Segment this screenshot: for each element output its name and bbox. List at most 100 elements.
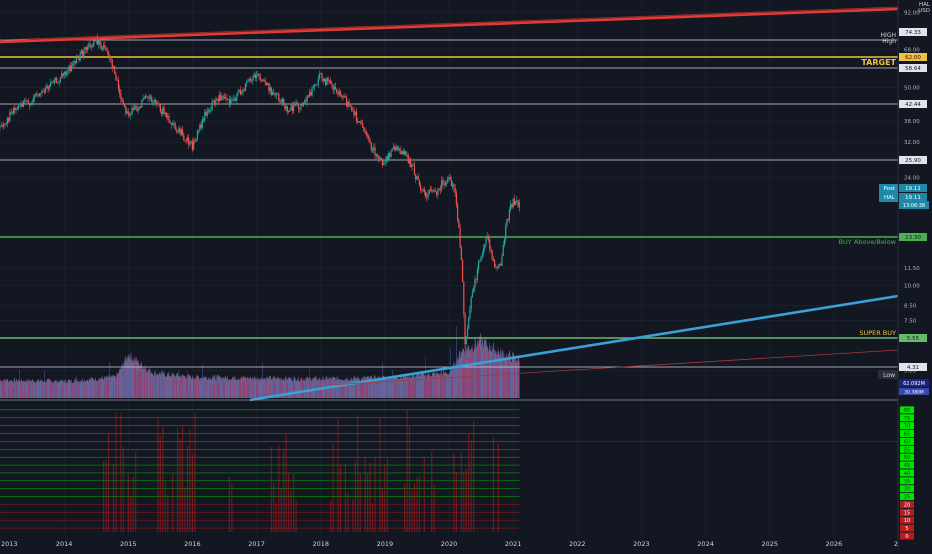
candle-body: [310, 91, 312, 96]
candle-body: [157, 103, 159, 105]
lower-red-trendline[interactable]: [329, 349, 899, 386]
candle-body: [40, 93, 42, 94]
candle-body: [429, 189, 432, 191]
candle-body: [3, 124, 5, 127]
candle-body: [427, 193, 429, 198]
candle-body: [98, 39, 100, 45]
candle-body: [56, 77, 58, 83]
candle-body: [336, 88, 338, 93]
candle-body: [391, 148, 393, 151]
candle-body: [153, 100, 155, 102]
candle-body: [347, 101, 349, 107]
axis-badges: 74.33 62.00 58.64 42.44 25.90 19.11 19.1…: [899, 28, 929, 396]
candle-body: [170, 123, 173, 126]
candle-body: [115, 73, 117, 80]
candle-body: [474, 279, 476, 288]
candle-body: [94, 40, 96, 42]
candle-body: [236, 93, 238, 101]
osc-axis-chip: [900, 445, 914, 453]
candle-body: [146, 96, 148, 97]
candle-body: [135, 106, 137, 108]
candle-body: [294, 104, 296, 107]
osc-axis-label: 15: [904, 510, 910, 516]
candle-body: [62, 73, 64, 76]
candle-body: [238, 89, 240, 92]
candle-body: [142, 98, 144, 101]
support-trendline[interactable]: [249, 294, 899, 402]
candle-body: [489, 239, 491, 249]
price-tick-label: 10.00: [904, 283, 920, 289]
candle-body: [297, 104, 300, 109]
candle-body: [109, 54, 111, 59]
badge-countdown-text: 13:06:38: [903, 203, 925, 209]
candle-body: [479, 261, 481, 263]
candle-body: [133, 107, 136, 110]
candle-body: [445, 181, 448, 183]
candle-body: [423, 189, 425, 193]
candle-body: [168, 116, 170, 123]
candle-body: [100, 45, 102, 50]
candle-body: [201, 119, 203, 128]
candle-body: [38, 93, 41, 96]
low-label: Low: [883, 372, 895, 379]
candle-body: [86, 46, 89, 50]
badge-price-2: [899, 193, 927, 201]
candle-body: [444, 182, 446, 186]
candle-body: [206, 110, 208, 116]
candle-body: [512, 198, 514, 208]
candle-body: [220, 94, 222, 100]
candle-body: [369, 139, 371, 143]
candle-body: [402, 151, 404, 155]
candle-body: [389, 153, 391, 157]
candle-body: [270, 87, 272, 95]
candle-body: [481, 253, 483, 257]
candle-body: [380, 158, 382, 160]
candle-body: [516, 200, 518, 202]
candle-body: [70, 65, 73, 72]
candle-body: [386, 156, 388, 161]
price-tick-label: 7.50: [904, 319, 917, 325]
candle-body: [485, 238, 487, 245]
candle-body: [37, 94, 39, 96]
candle-body: [210, 109, 212, 112]
osc-axis-label: 45: [904, 463, 910, 469]
upper-channel-trendline[interactable]: [0, 7, 899, 44]
candle-body: [501, 255, 503, 266]
candle-body: [140, 106, 142, 108]
badge-58-text: 58.64: [905, 66, 921, 72]
candle-body: [49, 82, 52, 87]
year-tick-label: 2026: [826, 540, 843, 548]
candle-body: [302, 102, 305, 106]
candle-body: [280, 101, 282, 103]
candle-body: [53, 79, 55, 83]
candle-body: [459, 227, 461, 248]
candle-body: [91, 46, 94, 48]
candle-body: [244, 83, 247, 91]
candle-body: [262, 79, 264, 81]
year-tick-label: 2023: [633, 540, 650, 548]
candle-body: [463, 281, 465, 314]
candle-body: [84, 47, 86, 52]
candle-body: [313, 84, 316, 87]
candle-body: [274, 93, 276, 96]
candle-body: [144, 96, 147, 99]
price-tick-label: 68.00: [904, 47, 920, 53]
osc-axis-label: 10: [904, 518, 910, 524]
candle-body: [286, 106, 289, 112]
osc-axis-chip: [900, 461, 914, 469]
candle-body: [149, 96, 152, 98]
candle-body: [434, 191, 437, 193]
high-top-label: HIGH: [881, 32, 896, 39]
candle-body: [440, 180, 443, 190]
candle-body: [31, 101, 33, 104]
candle-body: [246, 81, 248, 84]
candle-body: [239, 89, 242, 95]
candle-body: [58, 82, 60, 83]
candle-body: [439, 188, 441, 190]
candle-body: [258, 74, 260, 77]
candle-body: [235, 98, 237, 101]
candle-body: [376, 154, 379, 157]
